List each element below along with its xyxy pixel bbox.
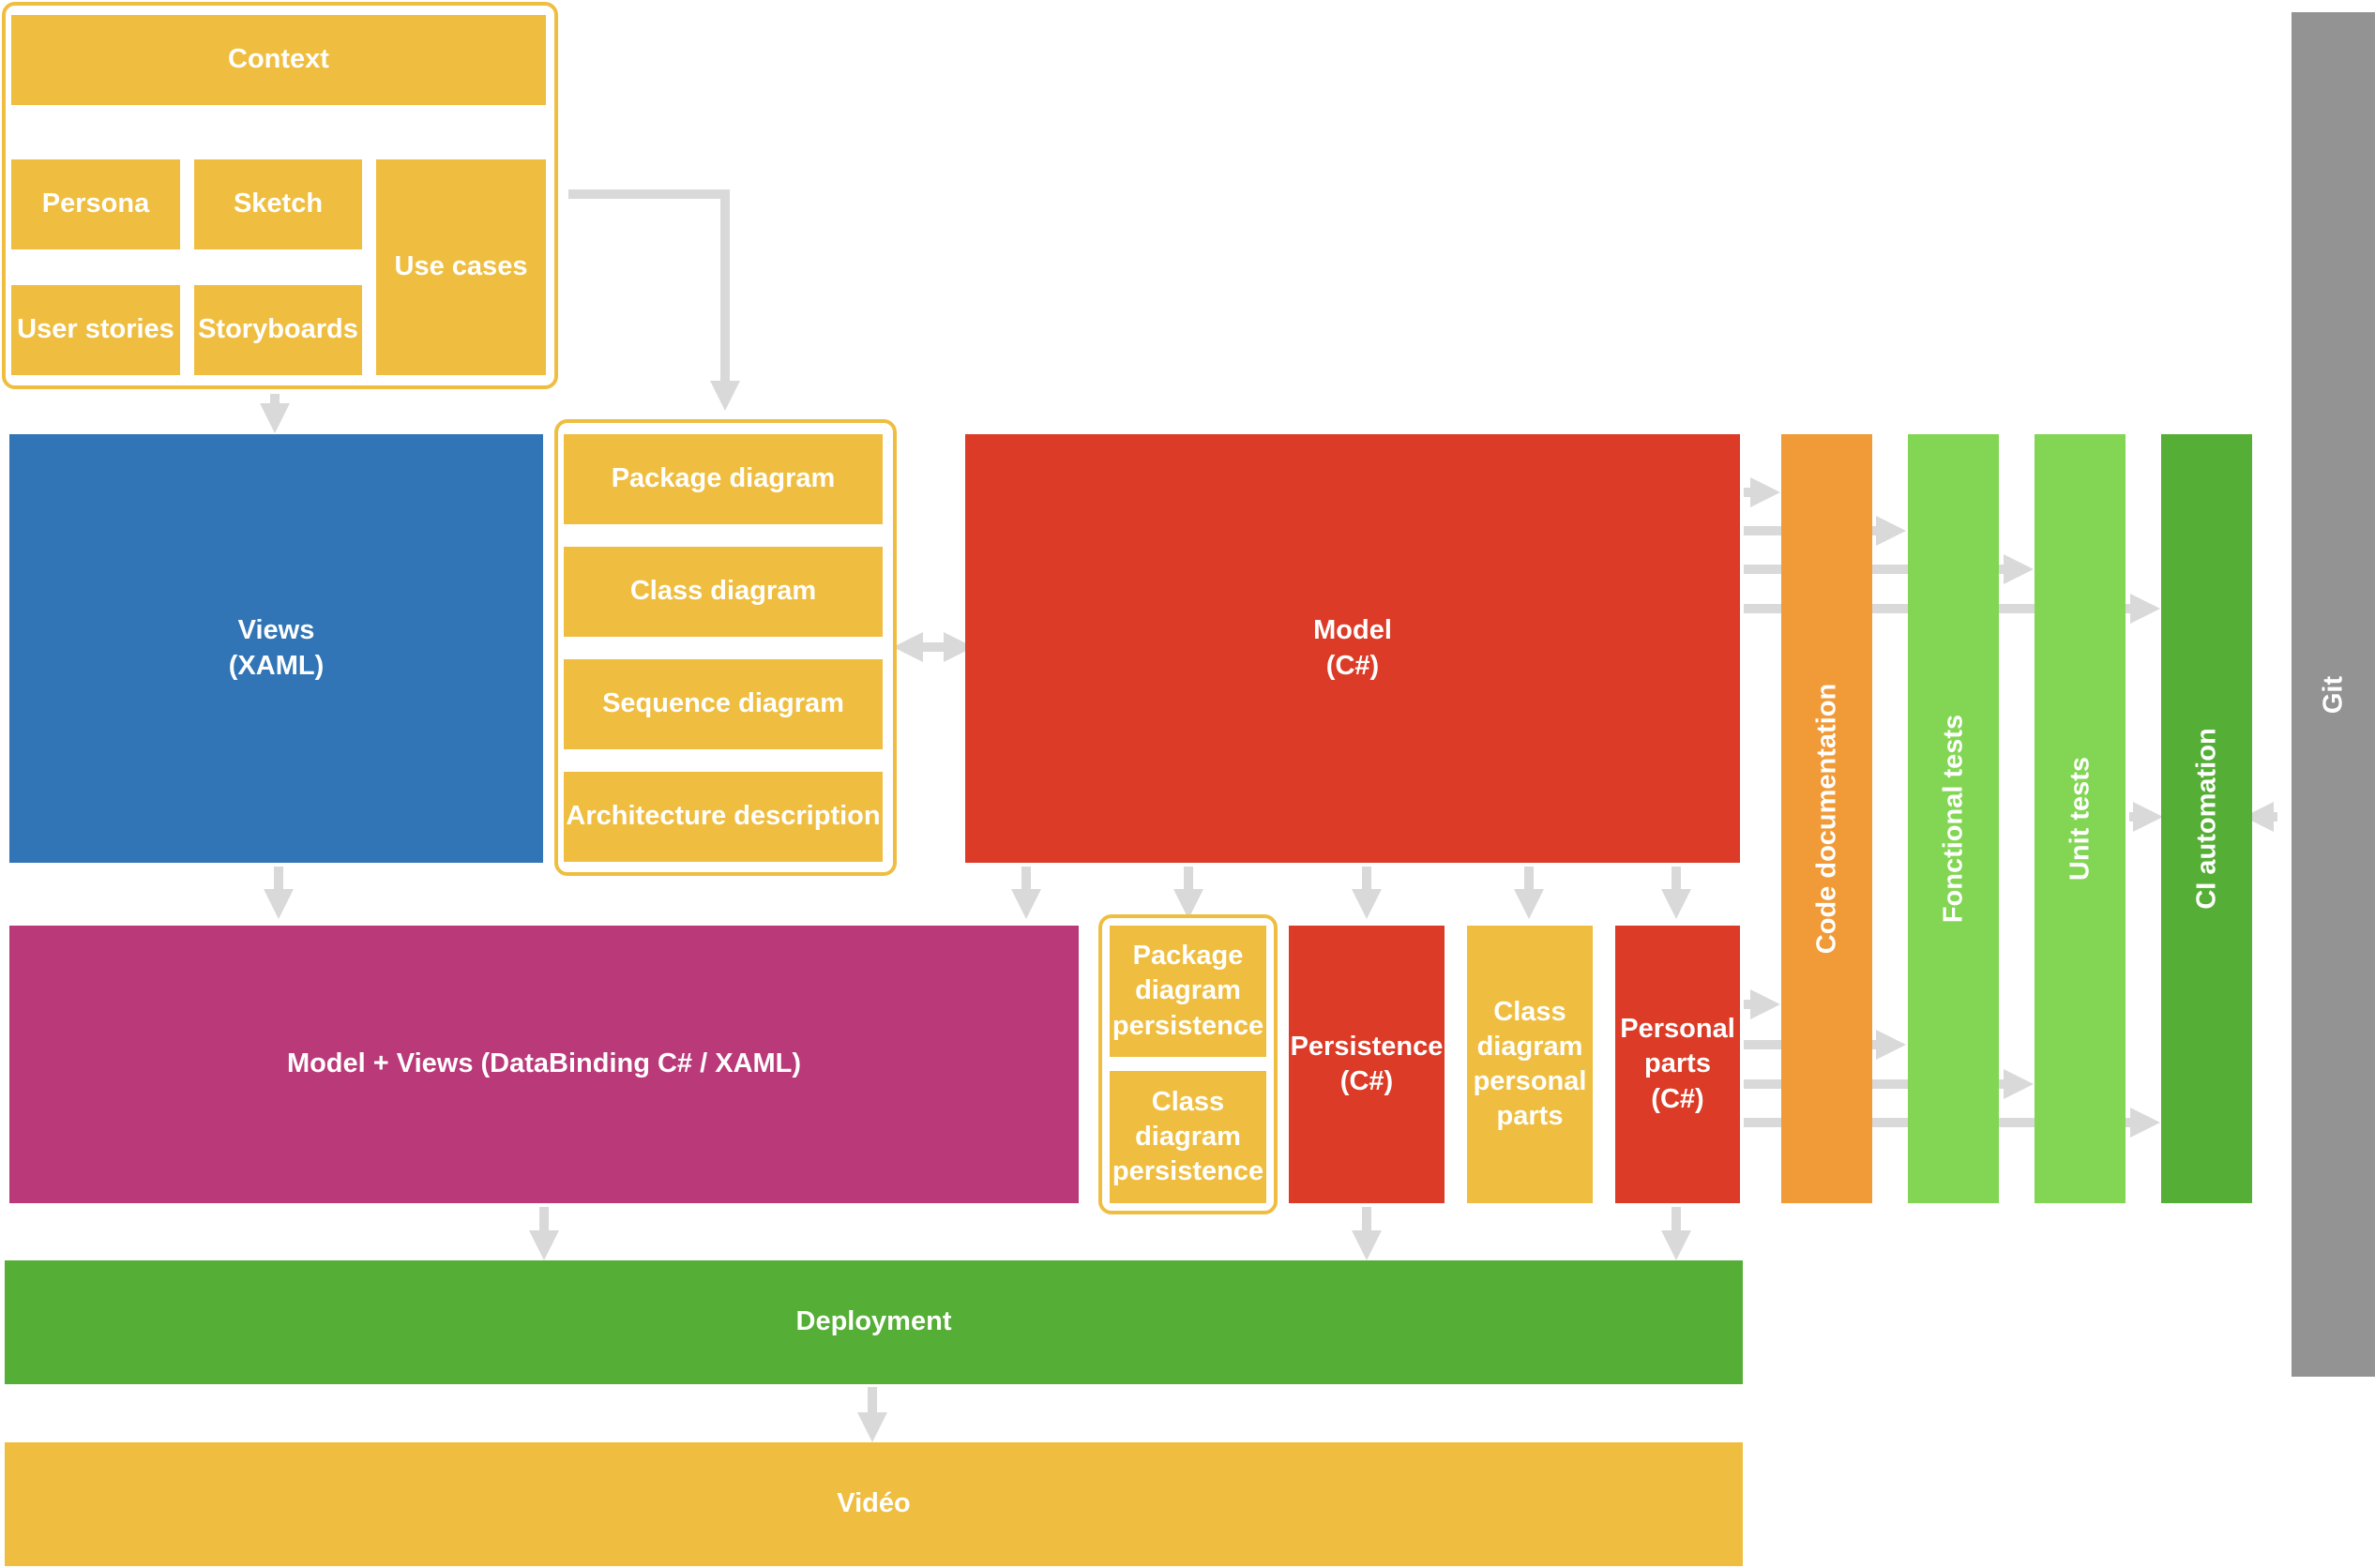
unit-tests-column: Unit tests <box>2035 434 2125 1203</box>
fonctional-tests-label: Fonctional tests <box>1938 714 1968 924</box>
deployment-box: Deployment <box>5 1260 1743 1384</box>
code-documentation-column: Code documentation <box>1781 434 1872 1203</box>
context-box: Context <box>11 15 546 105</box>
sketch-box: Sketch <box>194 159 362 249</box>
model-views-box: Model + Views (DataBinding C# / XAML) <box>9 926 1079 1203</box>
unit-tests-label: Unit tests <box>2065 756 2095 882</box>
personal-parts-box: Personal parts (C#) <box>1615 926 1740 1203</box>
persona-box: Persona <box>11 159 180 249</box>
code-documentation-label: Code documentation <box>1811 683 1841 955</box>
class-diagram-persistence-box: Class diagram persistence <box>1110 1071 1266 1203</box>
ci-automation-label: CI automation <box>2191 728 2221 910</box>
ci-automation-column: CI automation <box>2161 434 2252 1203</box>
arrow-analysis-design <box>568 189 741 412</box>
storyboards-box: Storyboards <box>194 285 362 375</box>
git-column: Git <box>2292 12 2375 1377</box>
use-cases-box: Use cases <box>376 159 546 375</box>
git-label: Git <box>2318 675 2348 714</box>
model-box: Model (C#) <box>965 434 1740 863</box>
class-diagram-personal-parts-box: Class diagram personal parts <box>1467 926 1593 1203</box>
views-box: Views (XAML) <box>9 434 543 863</box>
user-stories-box: User stories <box>11 285 180 375</box>
video-box: Vidéo <box>5 1442 1743 1566</box>
class-diagram-box: Class diagram <box>564 547 883 637</box>
package-diagram-persistence-box: Package diagram persistence <box>1110 926 1266 1057</box>
persistence-box: Persistence (C#) <box>1289 926 1445 1203</box>
package-diagram-box: Package diagram <box>564 434 883 524</box>
fonctional-tests-column: Fonctional tests <box>1908 434 1999 1203</box>
sequence-diagram-box: Sequence diagram <box>564 659 883 749</box>
architecture-description-box: Architecture description <box>564 772 883 862</box>
